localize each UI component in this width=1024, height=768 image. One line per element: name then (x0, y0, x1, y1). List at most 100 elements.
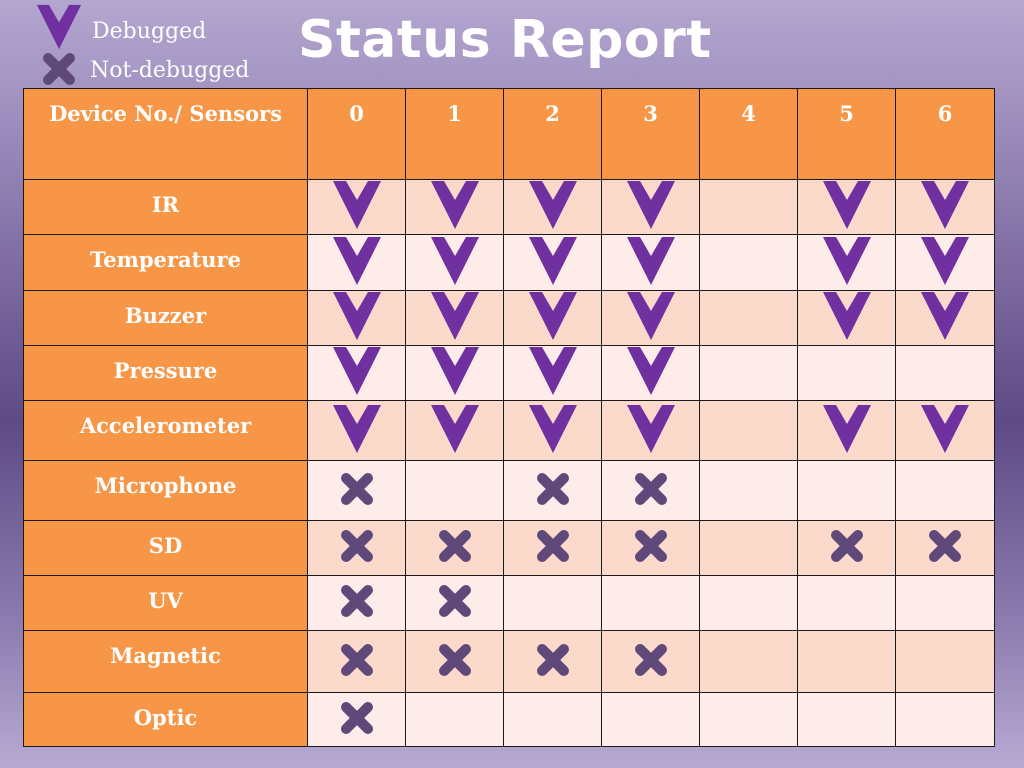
device-header: 0 (307, 88, 406, 180)
status-cell (601, 692, 700, 747)
table-row: Temperature (23, 234, 995, 291)
status-cell (601, 520, 700, 576)
status-cell (503, 179, 602, 235)
check-icon (822, 404, 872, 454)
check-icon (626, 180, 676, 230)
status-cell (699, 400, 798, 461)
status-table: Device No./ Sensors 0 1 2 3 4 5 6 IR Temp… (23, 88, 995, 747)
status-cell (601, 400, 700, 461)
cross-icon (340, 529, 374, 563)
check-icon (626, 291, 676, 341)
table-row: Pressure (23, 345, 995, 401)
check-icon (430, 404, 480, 454)
sensor-label: Microphone (23, 460, 308, 521)
status-cell (503, 575, 602, 631)
status-cell (405, 290, 504, 346)
status-cell (699, 345, 798, 401)
cross-icon (536, 643, 570, 677)
legend-not-debugged-label: Not-debugged (90, 57, 250, 83)
status-cell (797, 290, 896, 346)
table-row: Microphone (23, 460, 995, 521)
status-cell (307, 290, 406, 346)
check-icon (528, 180, 578, 230)
sensor-label: SD (23, 520, 308, 576)
check-icon (528, 236, 578, 286)
status-cell (503, 460, 602, 521)
cross-icon (438, 584, 472, 618)
status-cell (797, 179, 896, 235)
status-cell (699, 692, 798, 747)
check-icon (822, 291, 872, 341)
sensor-label: IR (23, 179, 308, 235)
sensor-label: Accelerometer (23, 400, 308, 461)
status-cell (307, 630, 406, 693)
cross-icon (634, 643, 668, 677)
cross-icon (340, 472, 374, 506)
status-cell (699, 179, 798, 235)
status-cell (895, 630, 995, 693)
cross-icon (438, 529, 472, 563)
check-icon (822, 236, 872, 286)
status-cell (405, 234, 504, 291)
status-cell (699, 460, 798, 521)
status-cell (797, 234, 896, 291)
status-cell (307, 460, 406, 521)
status-cell (307, 692, 406, 747)
sensor-label: Optic (23, 692, 308, 747)
status-cell (405, 575, 504, 631)
cross-icon (634, 472, 668, 506)
status-cell (307, 234, 406, 291)
check-icon (920, 291, 970, 341)
table-row: Buzzer (23, 290, 995, 346)
check-icon (626, 346, 676, 396)
device-header: 5 (797, 88, 896, 180)
check-icon (332, 404, 382, 454)
status-cell (405, 630, 504, 693)
check-icon (430, 180, 480, 230)
status-cell (797, 345, 896, 401)
table-row: Accelerometer (23, 400, 995, 461)
status-cell (797, 520, 896, 576)
check-icon (822, 180, 872, 230)
status-cell (895, 692, 995, 747)
status-cell (895, 234, 995, 291)
table-row: UV (23, 575, 995, 631)
corner-header: Device No./ Sensors (23, 88, 308, 180)
check-icon (332, 180, 382, 230)
check-icon (332, 346, 382, 396)
table-row: Optic (23, 692, 995, 747)
check-icon (528, 404, 578, 454)
cross-icon (830, 529, 864, 563)
status-cell (405, 460, 504, 521)
check-icon (430, 291, 480, 341)
check-icon (36, 4, 82, 50)
device-header: 4 (699, 88, 798, 180)
status-cell (895, 400, 995, 461)
status-cell (601, 290, 700, 346)
check-icon (920, 404, 970, 454)
legend-debugged: Debugged (36, 4, 206, 50)
status-cell (503, 345, 602, 401)
device-header: 3 (601, 88, 700, 180)
cross-icon (340, 643, 374, 677)
legend-not-debugged: Not-debugged (42, 52, 249, 86)
status-cell (601, 345, 700, 401)
status-cell (601, 575, 700, 631)
status-cell (797, 630, 896, 693)
status-cell (699, 575, 798, 631)
status-cell (405, 400, 504, 461)
status-cell (699, 630, 798, 693)
status-cell (405, 179, 504, 235)
status-cell (797, 400, 896, 461)
cross-icon (340, 584, 374, 618)
header-row: Device No./ Sensors 0 1 2 3 4 5 6 (23, 88, 995, 180)
cross-icon (340, 701, 374, 735)
cross-icon (536, 529, 570, 563)
cross-icon (536, 472, 570, 506)
cross-icon (634, 529, 668, 563)
status-cell (699, 234, 798, 291)
sensor-label: Buzzer (23, 290, 308, 346)
check-icon (430, 346, 480, 396)
table-row: Magnetic (23, 630, 995, 693)
status-cell (503, 290, 602, 346)
